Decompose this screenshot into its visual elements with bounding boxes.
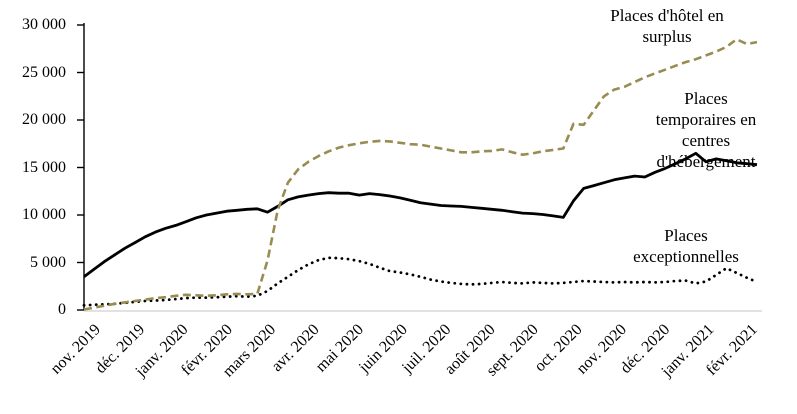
series-places-temporaires-line	[83, 151, 758, 278]
series-label-places-temporaires: Places temporaires en centres d'hébergem…	[655, 89, 757, 171]
series-places-exceptionnelles-line	[82, 256, 759, 307]
y-axis-tick-label: 20 000	[22, 111, 66, 128]
series-hotel-surplus-line	[83, 37, 758, 311]
y-axis-tick-label: 0	[58, 301, 66, 318]
y-axis-tick-label: 25 000	[22, 63, 66, 81]
series-label-hotel-surplus: Places d'hôtel en surplus	[610, 6, 724, 46]
series-label-places-exceptionnelles: Places exceptionnelles	[633, 226, 739, 266]
y-axis-tick-label: 10 000	[22, 206, 66, 223]
y-axis-tick-label: 5 000	[30, 253, 66, 271]
y-axis-tick-label: 15 000	[22, 158, 66, 176]
y-axis-tick-label: 30 000	[22, 16, 66, 33]
